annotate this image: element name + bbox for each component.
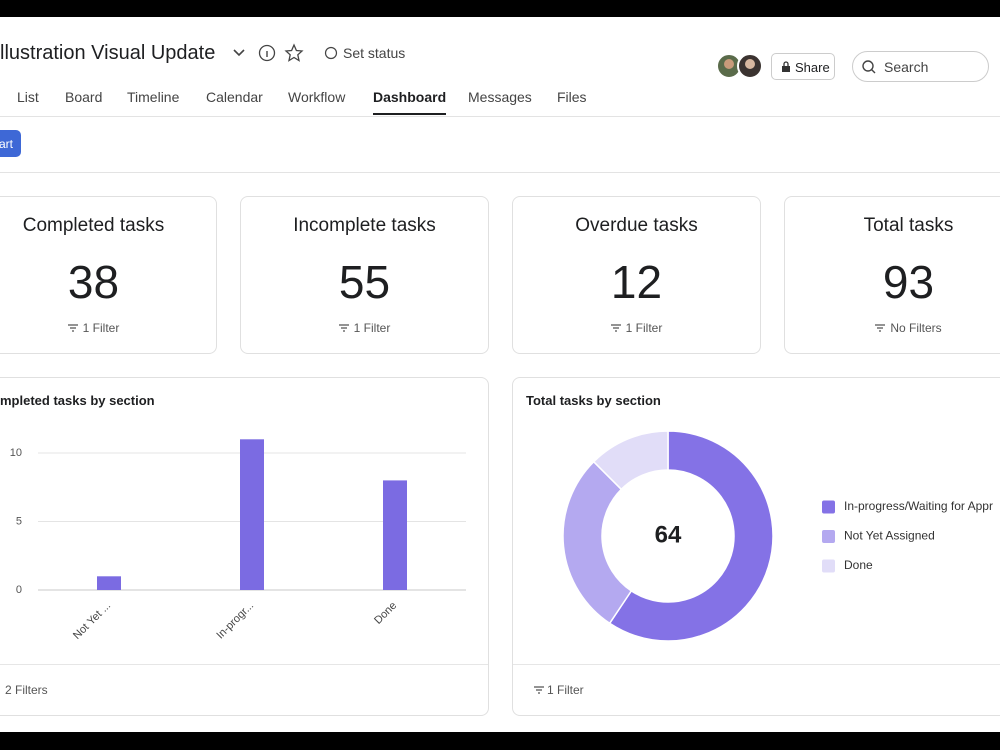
- x-tick-label: In-progr...: [214, 600, 256, 642]
- metric-card: Incomplete tasks 55 1 Filter: [240, 196, 489, 354]
- bar: [383, 480, 407, 590]
- donut-slice: [592, 430, 669, 491]
- bottom-bezel: [0, 732, 1000, 750]
- share-button[interactable]: Share: [771, 53, 835, 80]
- chart-title: mpleted tasks by section: [0, 393, 155, 408]
- share-label: Share: [795, 60, 830, 75]
- button-label: art: [0, 137, 13, 151]
- bar: [97, 576, 121, 590]
- card-value: 93: [882, 256, 935, 308]
- donut-slice: [608, 430, 774, 642]
- chart-filter[interactable]: 2 Filters: [5, 683, 48, 697]
- card-filter[interactable]: 1 Filter: [241, 321, 488, 335]
- divider: [0, 172, 1000, 173]
- filter-icon: [534, 686, 544, 694]
- card-filter[interactable]: 1 Filter: [513, 321, 760, 335]
- y-tick-label: 5: [16, 515, 22, 527]
- project-title: llustration Visual Update: [0, 42, 216, 64]
- bar: [240, 439, 264, 590]
- card-title: Overdue tasks: [575, 215, 698, 236]
- card-title: Incomplete tasks: [293, 215, 436, 236]
- filter-label: 1 Filter: [353, 321, 391, 335]
- tab[interactable]: Workflow: [288, 89, 346, 105]
- tab[interactable]: Board: [65, 89, 103, 105]
- legend-swatch: [822, 500, 835, 514]
- legend-swatch: [822, 530, 835, 543]
- card-filter[interactable]: No Filters: [785, 321, 1000, 335]
- donut-center-label: 64: [655, 521, 682, 548]
- avatars: [716, 53, 763, 79]
- star-icon[interactable]: [284, 43, 304, 62]
- tab[interactable]: Dashboard: [373, 89, 447, 105]
- search-placeholder: Search: [884, 59, 929, 75]
- metric-card: Completed tasks 38 1 Filter: [0, 196, 217, 354]
- card-value: 12: [610, 256, 663, 308]
- card-title: Total tasks: [863, 215, 954, 236]
- info-icon[interactable]: [258, 44, 276, 62]
- legend-label: Done: [844, 558, 873, 572]
- chevron-icon[interactable]: [233, 49, 245, 57]
- header-icons: [233, 43, 338, 62]
- card-title: Completed tasks: [22, 215, 165, 236]
- set-status[interactable]: Set status: [343, 45, 406, 61]
- metric-card: Total tasks 93 No Filters: [784, 196, 1000, 354]
- chart-filter[interactable]: 1 Filter: [547, 683, 584, 697]
- chart-title: Total tasks by section: [526, 393, 661, 408]
- tab[interactable]: Files: [557, 89, 587, 105]
- card-value: 55: [338, 256, 391, 308]
- tab[interactable]: Calendar: [206, 89, 263, 105]
- add-chart-button[interactable]: art: [0, 130, 21, 157]
- y-tick-label: 10: [10, 447, 22, 459]
- top-bezel: [0, 0, 1000, 17]
- metric-card: Overdue tasks 12 1 Filter: [512, 196, 761, 354]
- legend-label: In-progress/Waiting for Appr: [844, 499, 993, 513]
- y-tick-label: 0: [16, 584, 22, 596]
- legend-label: Not Yet Assigned: [844, 529, 935, 543]
- divider: [0, 116, 1000, 117]
- filter-label: 1 Filter: [82, 321, 120, 335]
- status-icon: [324, 46, 338, 60]
- x-tick-label: Not Yet ...: [71, 600, 113, 642]
- card-value: 38: [67, 256, 120, 308]
- tab[interactable]: Messages: [468, 89, 532, 105]
- card-filter[interactable]: 1 Filter: [0, 321, 216, 335]
- tab-underline: [373, 113, 446, 115]
- x-tick-label: Done: [372, 600, 399, 627]
- tab[interactable]: Timeline: [127, 89, 180, 105]
- search-box[interactable]: Search: [852, 51, 989, 82]
- legend-swatch: [822, 559, 835, 573]
- filter-label: No Filters: [890, 321, 942, 335]
- tab[interactable]: List: [17, 89, 39, 105]
- filter-label: 1 Filter: [625, 321, 663, 335]
